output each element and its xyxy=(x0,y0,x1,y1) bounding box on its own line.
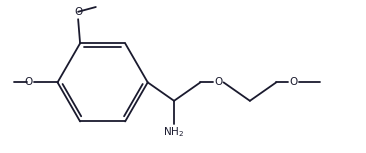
Text: O: O xyxy=(290,77,298,87)
Text: NH$_2$: NH$_2$ xyxy=(164,125,184,139)
Text: O: O xyxy=(74,7,82,17)
Text: O: O xyxy=(25,77,33,87)
Text: O: O xyxy=(214,77,222,87)
